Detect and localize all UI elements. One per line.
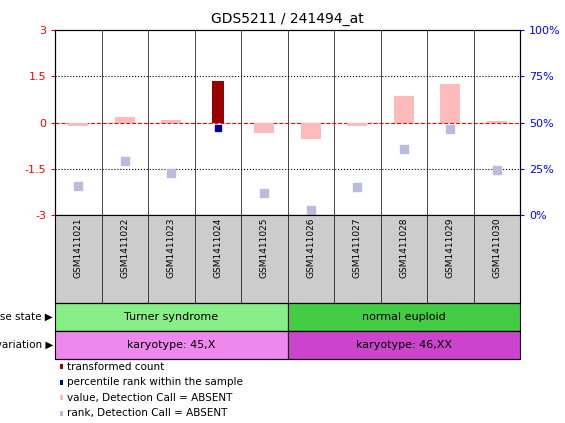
Text: value, Detection Call = ABSENT: value, Detection Call = ABSENT [67, 393, 233, 403]
Text: transformed count: transformed count [67, 362, 164, 372]
Text: GSM1411025: GSM1411025 [260, 218, 269, 278]
Text: GSM1411027: GSM1411027 [353, 218, 362, 278]
Text: GSM1411030: GSM1411030 [492, 218, 501, 278]
Text: percentile rank within the sample: percentile rank within the sample [67, 377, 244, 387]
Bar [55, 303, 288, 331]
Point [167, 170, 176, 177]
Point [353, 184, 362, 191]
Bar [486, 121, 507, 123]
Text: normal euploid: normal euploid [362, 312, 446, 322]
Bar [254, 123, 275, 133]
Text: karyotype: 46,XX: karyotype: 46,XX [356, 340, 452, 350]
Text: rank, Detection Call = ABSENT: rank, Detection Call = ABSENT [67, 408, 228, 418]
Text: karyotype: 45,X: karyotype: 45,X [127, 340, 215, 350]
Point [213, 125, 222, 132]
Point [446, 125, 455, 132]
Bar [347, 123, 367, 126]
Text: GSM1411023: GSM1411023 [167, 218, 176, 278]
Text: GSM1411026: GSM1411026 [306, 218, 315, 278]
Point [492, 167, 501, 174]
Bar [68, 123, 89, 126]
Bar [55, 331, 288, 359]
Text: GSM1411028: GSM1411028 [399, 218, 408, 278]
Point [399, 146, 408, 152]
Bar [161, 120, 181, 123]
Text: GSM1411021: GSM1411021 [74, 218, 82, 278]
Bar [288, 331, 520, 359]
Title: GDS5211 / 241494_at: GDS5211 / 241494_at [211, 12, 364, 26]
Point [120, 158, 129, 165]
Point [73, 182, 82, 189]
Bar [115, 117, 135, 123]
Bar [212, 81, 224, 123]
Point [260, 190, 269, 197]
Text: Turner syndrome: Turner syndrome [124, 312, 218, 322]
Bar [440, 84, 460, 123]
Text: GSM1411022: GSM1411022 [120, 218, 129, 278]
Bar [301, 123, 321, 140]
Text: genotype/variation ▶: genotype/variation ▶ [0, 340, 53, 350]
Text: disease state ▶: disease state ▶ [0, 312, 53, 322]
Point [306, 207, 315, 214]
Bar [288, 303, 520, 331]
Text: GSM1411029: GSM1411029 [446, 218, 455, 278]
Text: GSM1411024: GSM1411024 [213, 218, 222, 278]
Bar [393, 96, 414, 123]
